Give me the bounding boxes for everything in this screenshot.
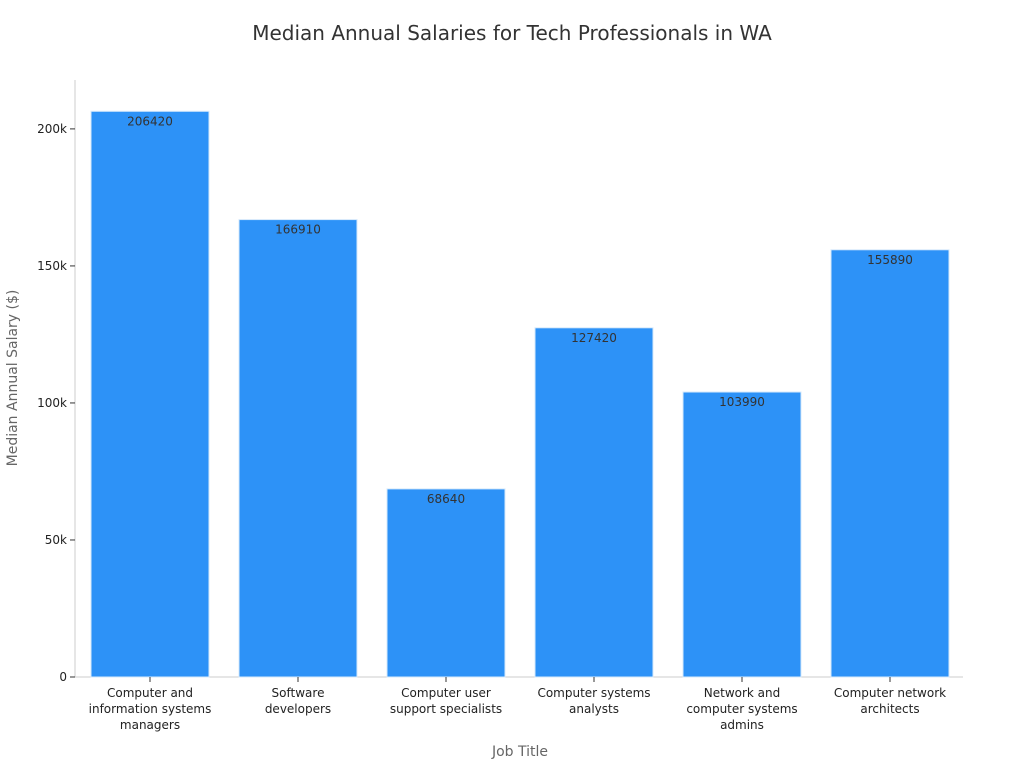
bar-data-label: 127420 — [571, 331, 617, 345]
bar — [830, 249, 950, 678]
bar — [386, 488, 506, 678]
x-tick-label-line: admins — [720, 718, 764, 732]
x-tick-label-line: Network and — [704, 686, 781, 700]
bar — [90, 110, 210, 678]
y-axis-ticks: 0 50k 100k 150k 200k — [37, 122, 75, 684]
chart-title: Median Annual Salaries for Tech Professi… — [252, 21, 772, 45]
y-tick-label: 200k — [37, 122, 67, 136]
x-tick-label-line: computer systems — [686, 702, 797, 716]
bar — [534, 327, 654, 678]
x-tick-label-line: Computer and — [107, 686, 193, 700]
x-tick-label-line: Computer systems — [537, 686, 650, 700]
x-tick-label: Computer and information systems managers — [89, 686, 212, 732]
y-axis-title: Median Annual Salary ($) — [5, 290, 21, 467]
y-tick-label: 150k — [37, 259, 67, 273]
x-axis-category-labels: Computer and information systems managers S… — [89, 677, 946, 732]
x-tick-label-line: managers — [120, 718, 180, 732]
x-tick-label: Network and computer systems admins — [686, 686, 797, 732]
bar-data-label: 166910 — [275, 223, 321, 237]
bar-data-label: 68640 — [427, 492, 465, 506]
x-tick-label: Software developers — [265, 686, 331, 716]
bar-data-label: 103990 — [719, 395, 765, 409]
bar — [238, 219, 358, 678]
bar — [682, 391, 802, 678]
y-tick-label: 0 — [59, 670, 67, 684]
x-tick-label-line: information systems — [89, 702, 212, 716]
y-tick-label: 100k — [37, 396, 67, 410]
x-tick-label-line: developers — [265, 702, 331, 716]
x-tick-label-line: support specialists — [390, 702, 502, 716]
bar-data-label: 206420 — [127, 114, 173, 128]
y-tick-label: 50k — [45, 533, 67, 547]
x-tick-label-line: Computer network — [834, 686, 946, 700]
x-tick-label-line: Software — [272, 686, 325, 700]
x-tick-label: Computer systems analysts — [537, 686, 650, 716]
x-tick-label: Computer user support specialists — [390, 686, 502, 716]
x-tick-label-line: architects — [860, 702, 919, 716]
x-tick-label-line: analysts — [569, 702, 619, 716]
x-tick-label: Computer network architects — [834, 686, 946, 716]
bars-group: 206420 166910 68640 127420 103990 155890 — [90, 110, 950, 678]
bar-data-label: 155890 — [867, 253, 913, 267]
x-axis-title: Job Title — [491, 744, 548, 760]
x-tick-label-line: Computer user — [401, 686, 491, 700]
